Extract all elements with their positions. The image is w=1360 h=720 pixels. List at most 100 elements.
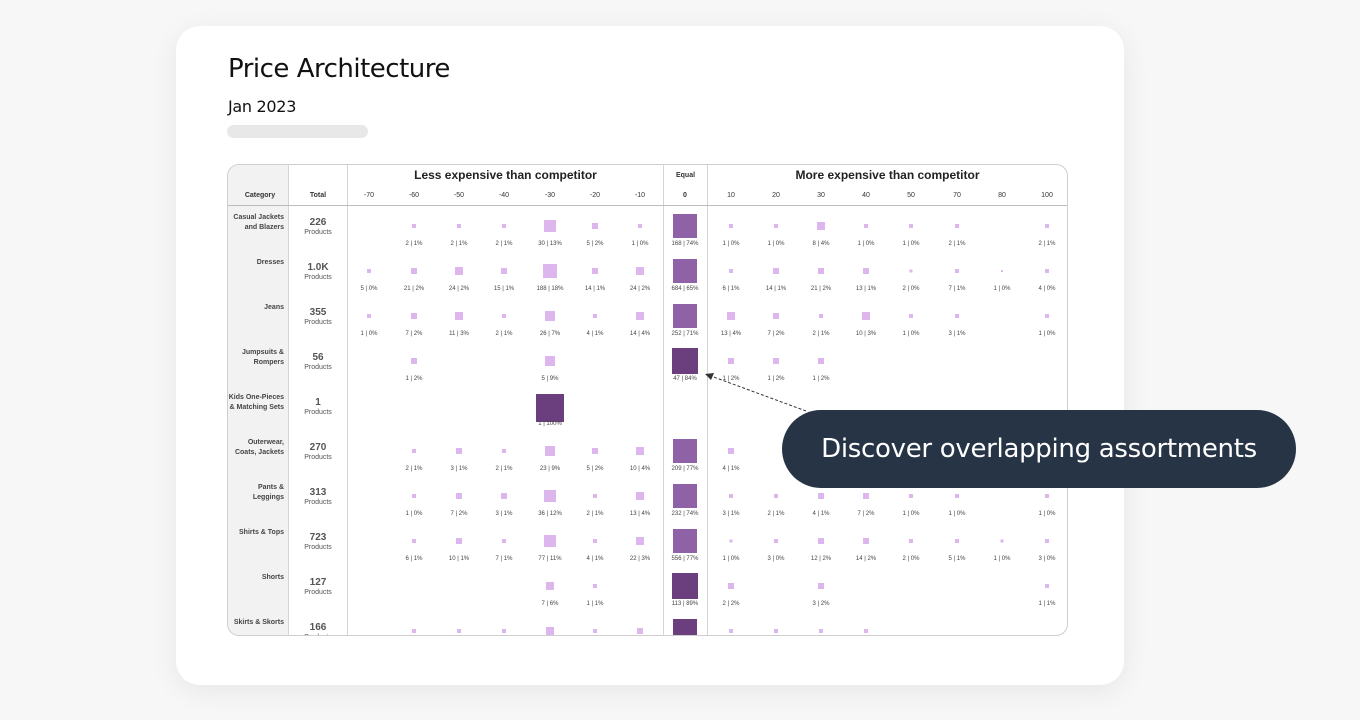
matrix-cell[interactable]: 2 | 1%: [429, 209, 489, 249]
matrix-cell[interactable]: 2 | 1%: [565, 479, 625, 519]
matrix-cell[interactable]: 2 | 1%: [927, 209, 987, 249]
matrix-cell[interactable]: 7 | 1%: [927, 254, 987, 294]
matrix-cell[interactable]: 47 | 84%: [655, 344, 715, 384]
matrix-cell[interactable]: 21 | 2%: [791, 254, 851, 294]
matrix-cell[interactable]: 5 | 2%: [565, 209, 625, 249]
matrix-cell[interactable]: [836, 614, 896, 635]
matrix-cell[interactable]: 1 | 0%: [927, 479, 987, 519]
matrix-cell[interactable]: 8 | 4%: [791, 209, 851, 249]
matrix-cell[interactable]: 2 | 1%: [474, 299, 534, 339]
matrix-cell[interactable]: [474, 614, 534, 635]
matrix-cell[interactable]: 2 | 1%: [384, 209, 444, 249]
matrix-cell[interactable]: 1 | 0%: [881, 299, 941, 339]
matrix-cell[interactable]: 5 | 0%: [339, 254, 399, 294]
matrix-cell[interactable]: 10 | 4%: [610, 434, 670, 474]
matrix-cell[interactable]: 1 | 0%: [972, 524, 1032, 564]
matrix-cell[interactable]: 77 | 11%: [520, 524, 580, 564]
matrix-cell[interactable]: 3 | 1%: [927, 299, 987, 339]
matrix-cell[interactable]: 4 | 1%: [701, 434, 761, 474]
matrix-cell[interactable]: 232 | 74%: [655, 479, 715, 519]
matrix-cell[interactable]: 113 | 89%: [655, 569, 715, 609]
matrix-cell[interactable]: 2 | 1%: [474, 434, 534, 474]
matrix-cell[interactable]: 1 | 0%: [384, 479, 444, 519]
matrix-cell[interactable]: 14 | 4%: [610, 299, 670, 339]
matrix-cell[interactable]: 556 | 77%: [655, 524, 715, 564]
matrix-cell[interactable]: 4 | 1%: [565, 524, 625, 564]
matrix-cell[interactable]: 13 | 4%: [610, 479, 670, 519]
matrix-cell[interactable]: 188 | 18%: [520, 254, 580, 294]
matrix-cell[interactable]: 6 | 1%: [701, 254, 761, 294]
matrix-cell[interactable]: 23 | 9%: [520, 434, 580, 474]
matrix-cell[interactable]: [791, 614, 851, 635]
matrix-cell[interactable]: 252 | 71%: [655, 299, 715, 339]
matrix-cell[interactable]: 2 | 1%: [1017, 209, 1067, 249]
matrix-cell[interactable]: 2 | 1%: [474, 209, 534, 249]
matrix-cell[interactable]: 7 | 2%: [836, 479, 896, 519]
matrix-cell[interactable]: 168 | 74%: [655, 209, 715, 249]
matrix-cell[interactable]: 1 | 0%: [746, 209, 806, 249]
matrix-cell[interactable]: 1 | 1%: [565, 569, 625, 609]
matrix-cell[interactable]: 7 | 2%: [746, 299, 806, 339]
matrix-cell[interactable]: 7 | 2%: [384, 299, 444, 339]
matrix-cell[interactable]: 2 | 1%: [746, 479, 806, 519]
matrix-cell[interactable]: 1 | 2%: [746, 344, 806, 384]
matrix-cell[interactable]: 2 | 2%: [701, 569, 761, 609]
matrix-cell[interactable]: 13 | 4%: [701, 299, 761, 339]
matrix-cell[interactable]: 684 | 65%: [655, 254, 715, 294]
matrix-cell[interactable]: 3 | 1%: [474, 479, 534, 519]
matrix-cell[interactable]: 5 | 9%: [520, 344, 580, 384]
matrix-cell[interactable]: [565, 614, 625, 635]
matrix-cell[interactable]: 1 | 2%: [701, 344, 761, 384]
matrix-cell[interactable]: 3 | 2%: [791, 569, 851, 609]
matrix-cell[interactable]: [384, 614, 444, 635]
matrix-cell[interactable]: 1 | 0%: [701, 524, 761, 564]
matrix-cell[interactable]: 1 | 0%: [881, 209, 941, 249]
matrix-cell[interactable]: [520, 614, 580, 635]
matrix-cell[interactable]: 2 | 1%: [791, 299, 851, 339]
matrix-cell[interactable]: 7 | 6%: [520, 569, 580, 609]
matrix-cell[interactable]: 36 | 12%: [520, 479, 580, 519]
matrix-cell[interactable]: 24 | 2%: [429, 254, 489, 294]
matrix-cell[interactable]: 5 | 2%: [565, 434, 625, 474]
matrix-cell[interactable]: 1 | 0%: [881, 479, 941, 519]
matrix-cell[interactable]: 1 | 0%: [972, 254, 1032, 294]
matrix-cell[interactable]: 1 | 0%: [610, 209, 670, 249]
matrix-cell[interactable]: 3 | 1%: [701, 479, 761, 519]
matrix-cell[interactable]: 3 | 0%: [1017, 524, 1067, 564]
matrix-cell[interactable]: 10 | 3%: [836, 299, 896, 339]
matrix-cell[interactable]: 1 | 100%: [520, 389, 580, 429]
matrix-cell[interactable]: 4 | 0%: [1017, 254, 1067, 294]
matrix-cell[interactable]: 1 | 2%: [791, 344, 851, 384]
matrix-cell[interactable]: 5 | 1%: [927, 524, 987, 564]
matrix-cell[interactable]: 1 | 0%: [836, 209, 896, 249]
matrix-cell[interactable]: 1 | 0%: [339, 299, 399, 339]
matrix-cell[interactable]: [701, 614, 761, 635]
matrix-cell[interactable]: 7 | 1%: [474, 524, 534, 564]
matrix-cell[interactable]: 14 | 1%: [565, 254, 625, 294]
matrix-cell[interactable]: 7 | 2%: [429, 479, 489, 519]
matrix-cell[interactable]: 6 | 1%: [384, 524, 444, 564]
matrix-cell[interactable]: 15 | 1%: [474, 254, 534, 294]
matrix-cell[interactable]: 4 | 1%: [791, 479, 851, 519]
matrix-cell[interactable]: 1 | 0%: [1017, 479, 1067, 519]
matrix-cell[interactable]: 26 | 7%: [520, 299, 580, 339]
matrix-cell[interactable]: 13 | 1%: [836, 254, 896, 294]
matrix-cell[interactable]: 2 | 0%: [881, 524, 941, 564]
matrix-cell[interactable]: 1 | 1%: [1017, 569, 1067, 609]
matrix-cell[interactable]: 21 | 2%: [384, 254, 444, 294]
matrix-cell[interactable]: 30 | 13%: [520, 209, 580, 249]
matrix-cell[interactable]: 11 | 3%: [429, 299, 489, 339]
matrix-cell[interactable]: 22 | 3%: [610, 524, 670, 564]
matrix-cell[interactable]: 2 | 0%: [881, 254, 941, 294]
matrix-cell[interactable]: 209 | 77%: [655, 434, 715, 474]
matrix-cell[interactable]: 1 | 0%: [1017, 299, 1067, 339]
matrix-cell[interactable]: 3 | 1%: [429, 434, 489, 474]
matrix-cell[interactable]: 14 | 1%: [746, 254, 806, 294]
matrix-cell[interactable]: [429, 614, 489, 635]
matrix-cell[interactable]: 2 | 1%: [384, 434, 444, 474]
matrix-cell[interactable]: [610, 614, 670, 635]
matrix-cell[interactable]: 1 | 2%: [384, 344, 444, 384]
matrix-cell[interactable]: 4 | 1%: [565, 299, 625, 339]
matrix-cell[interactable]: 14 | 2%: [836, 524, 896, 564]
matrix-cell[interactable]: 10 | 1%: [429, 524, 489, 564]
